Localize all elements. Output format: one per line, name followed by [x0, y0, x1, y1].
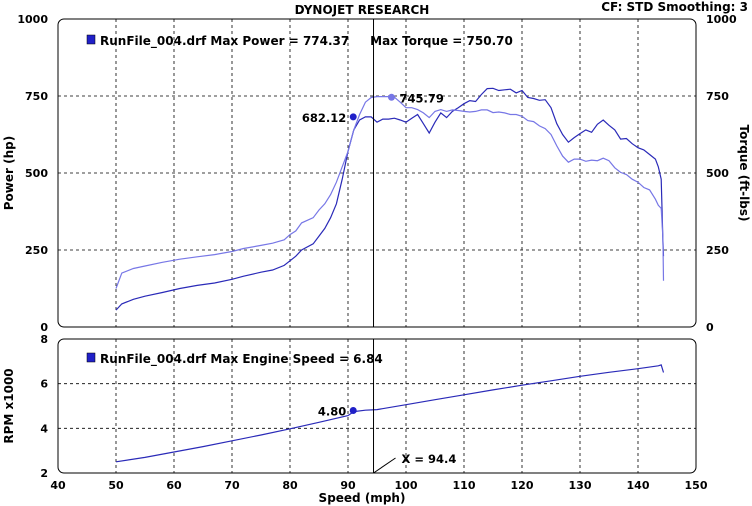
torque-y-tick-labels: 0 250 500 750 1000: [706, 13, 737, 334]
power-marker: [349, 113, 357, 121]
power-annotations: 682.12 745.79: [302, 91, 444, 125]
rpm-annotations: 4.80 X = 94.4: [318, 404, 457, 474]
torque-axis-label: Torque (ft-lbs): [737, 125, 751, 222]
speed-tick-label: 130: [569, 479, 592, 492]
power-legend-text: RunFile_004.drf Max Power = 774.37 Max T…: [100, 34, 513, 49]
power-torque-panel: 682.12 745.79 0 250 500 750 1000 0 250 500 750 10…: [2, 13, 751, 334]
speed-tick-label: 80: [282, 479, 298, 492]
power-line: [115, 87, 665, 311]
settings-readout: CF: STD Smoothing: 3: [601, 0, 748, 14]
torque-tick-label: 0: [706, 321, 714, 334]
power-axis-label: Power (hp): [2, 136, 16, 210]
power-tick-label: 500: [25, 167, 48, 180]
legend-swatch: [86, 34, 96, 45]
torque-line: [115, 96, 665, 289]
rpm-tick-label: 4: [40, 422, 48, 435]
speed-tick-label: 60: [166, 479, 182, 492]
rpm-grid: [58, 339, 696, 473]
rpm-marker-label: 4.80: [318, 404, 346, 418]
speed-tick-label: 140: [627, 479, 650, 492]
speed-tick-label: 120: [511, 479, 534, 492]
rpm-panel-frame: [57, 338, 697, 474]
power-tick-label: 0: [40, 321, 48, 334]
chart-title: DYNOJET RESEARCH: [295, 3, 430, 17]
power-tick-label: 750: [25, 90, 48, 103]
legend-swatch: [86, 352, 96, 363]
speed-x-tick-labels: 40 50 60 70 80 90 100 110 120 130 140 150: [50, 479, 707, 492]
rpm-panel: 4.80 X = 94.4 2 4 6 8 40 50 60 70 80 90 100 110 120 1…: [2, 333, 708, 505]
power-torque-lines: [115, 19, 665, 327]
rpm-y-tick-labels: 2 4 6 8: [40, 333, 48, 480]
rpm-axis-label: RPM x1000: [2, 368, 16, 443]
power-marker-label: 682.12: [302, 111, 346, 125]
speed-tick-label: 100: [395, 479, 418, 492]
speed-tick-label: 50: [108, 479, 124, 492]
rpm-legend-text: RunFile_004.drf Max Engine Speed = 6.84: [100, 352, 383, 367]
power-tick-label: 250: [25, 244, 48, 257]
rpm-lines: [115, 339, 665, 473]
rpm-line: [115, 364, 665, 463]
speed-tick-label: 90: [340, 479, 356, 492]
speed-tick-label: 150: [685, 479, 708, 492]
torque-marker: [388, 93, 395, 101]
cursor-leader: [373, 457, 396, 474]
power-tick-label: 1000: [17, 13, 48, 26]
cursor-readout: X = 94.4: [402, 452, 457, 466]
speed-axis-label: Speed (mph): [319, 491, 406, 505]
rpm-tick-label: 2: [40, 467, 48, 480]
rpm-tick-label: 8: [40, 333, 48, 346]
torque-marker-label: 745.79: [400, 91, 444, 105]
rpm-marker: [349, 406, 357, 414]
torque-tick-label: 500: [706, 167, 729, 180]
torque-tick-label: 250: [706, 244, 729, 257]
speed-tick-label: 40: [50, 479, 66, 492]
speed-tick-label: 70: [224, 479, 240, 492]
speed-tick-label: 110: [453, 479, 476, 492]
power-y-tick-labels: 0 250 500 750 1000: [17, 13, 48, 334]
torque-tick-label: 1000: [706, 13, 737, 26]
torque-tick-label: 750: [706, 90, 729, 103]
rpm-tick-label: 6: [40, 378, 48, 391]
